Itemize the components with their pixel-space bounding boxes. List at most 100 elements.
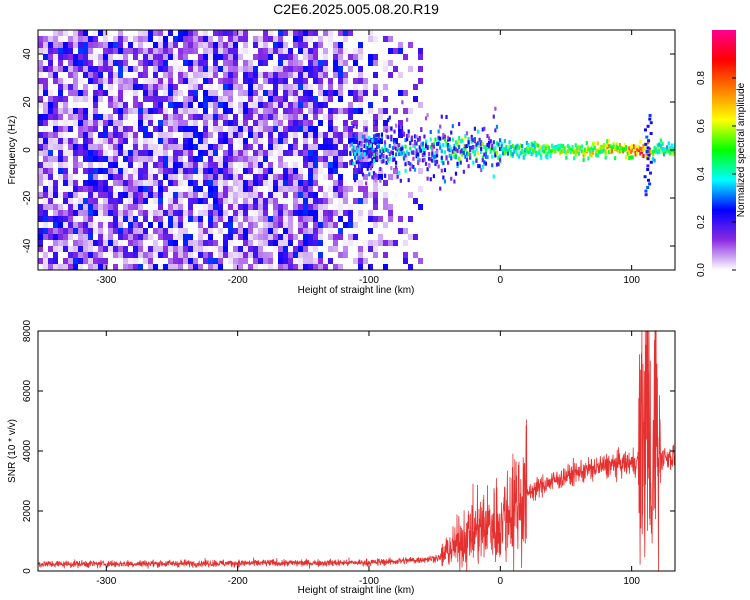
heatmap-cell <box>53 132 58 138</box>
heatmap-cell <box>158 36 163 42</box>
heatmap-cell <box>368 36 373 42</box>
heatmap-cell <box>527 150 530 155</box>
heatmap-cell <box>223 102 228 108</box>
heatmap-cell <box>343 210 348 216</box>
heatmap-cell <box>380 146 383 151</box>
heatmap-cell <box>313 180 318 186</box>
heatmap-cell <box>153 192 158 198</box>
heatmap-cell <box>158 264 163 270</box>
heatmap-cell <box>333 138 338 144</box>
heatmap-cell <box>288 186 293 192</box>
heatmap-cell <box>248 72 253 78</box>
heatmap-cell <box>278 54 283 60</box>
heatmap-cell <box>263 252 268 258</box>
heatmap-cell <box>153 108 158 114</box>
heatmap-cell <box>103 126 108 132</box>
heatmap-cell <box>521 144 524 149</box>
heatmap-cell <box>233 60 238 66</box>
heatmap-cell <box>213 66 218 72</box>
heatmap-cell <box>73 192 78 198</box>
heatmap-cell <box>363 246 368 252</box>
heatmap-cell <box>503 139 506 144</box>
heatmap-cell <box>552 145 555 150</box>
heatmap-cell <box>258 90 263 96</box>
heatmap-cell <box>393 174 398 180</box>
heatmap-cell <box>499 154 502 159</box>
heatmap-cell <box>424 116 428 121</box>
colorbar-tick-label: 0.2 <box>696 215 707 229</box>
heatmap-cell <box>128 234 133 240</box>
heatmap-cell <box>58 108 63 114</box>
heatmap-cell <box>63 126 68 132</box>
heatmap-cell <box>456 148 459 153</box>
heatmap-cell <box>258 126 263 132</box>
heatmap-cell <box>303 258 308 264</box>
heatmap-cell <box>48 258 53 264</box>
heatmap-cell <box>303 138 308 144</box>
heatmap-cell <box>183 36 188 42</box>
heatmap-cell <box>263 198 268 204</box>
heatmap-cell <box>213 168 218 174</box>
heatmap-cell <box>313 72 318 78</box>
heatmap-cell <box>293 132 298 138</box>
heatmap-cell <box>208 258 213 264</box>
heatmap-cell <box>198 36 203 42</box>
heatmap-cell <box>338 216 343 222</box>
heatmap-cell <box>123 102 128 108</box>
heatmap-cell <box>98 102 103 108</box>
heatmap-cell <box>318 54 323 60</box>
heatmap-cell <box>158 198 163 204</box>
heatmap-cell <box>153 168 158 174</box>
heatmap-cell <box>408 192 413 198</box>
heatmap-cell <box>373 186 378 192</box>
heatmap-cell <box>283 186 288 192</box>
heatmap-cell <box>113 204 118 210</box>
heatmap-cell <box>646 124 650 128</box>
heatmap-cell <box>323 108 328 114</box>
heatmap-cell <box>98 72 103 78</box>
heatmap-cell <box>308 54 313 60</box>
heatmap-cell <box>343 126 348 132</box>
heatmap-cell <box>123 84 128 90</box>
heatmap-cell <box>508 140 511 145</box>
heatmap-cell <box>108 222 113 228</box>
heatmap-cell <box>549 154 552 159</box>
heatmap-cell <box>293 54 298 60</box>
heatmap-cell <box>298 84 303 90</box>
heatmap-cell <box>288 198 293 204</box>
heatmap-cell <box>208 162 213 168</box>
heatmap-cell <box>557 143 560 148</box>
heatmap-cell <box>218 132 223 138</box>
heatmap-cell <box>273 186 278 192</box>
heatmap-cell <box>258 258 263 264</box>
heatmap-cell <box>424 144 428 149</box>
heatmap-cell <box>258 168 263 174</box>
heatmap-cell <box>593 141 596 146</box>
heatmap-cell <box>368 102 373 108</box>
heatmap-cell <box>158 216 163 222</box>
heatmap-cell <box>188 108 193 114</box>
heatmap-cell <box>193 138 198 144</box>
heatmap-cell <box>108 60 113 66</box>
heatmap-cell <box>153 186 158 192</box>
heatmap-cell <box>431 158 434 163</box>
heatmap-cell <box>318 84 323 90</box>
heatmap-cell <box>599 144 603 149</box>
heatmap-cell <box>338 138 343 144</box>
heatmap-cell <box>653 145 656 150</box>
heatmap-cell <box>596 148 599 153</box>
heatmap-cell <box>233 66 238 72</box>
snr-frame <box>37 330 676 572</box>
heatmap-cell <box>43 222 48 228</box>
heatmap-cell <box>355 148 358 153</box>
heatmap-cell <box>243 114 248 120</box>
heatmap-cell <box>318 150 323 156</box>
heatmap-cell <box>88 252 93 258</box>
heatmap-cell <box>647 178 651 182</box>
heatmap-cell <box>98 66 103 72</box>
heatmap-cell <box>413 96 418 102</box>
heatmap-cell <box>258 180 263 186</box>
heatmap-cell <box>642 143 645 148</box>
heatmap-cell <box>403 228 408 234</box>
heatmap-cell <box>361 134 365 139</box>
